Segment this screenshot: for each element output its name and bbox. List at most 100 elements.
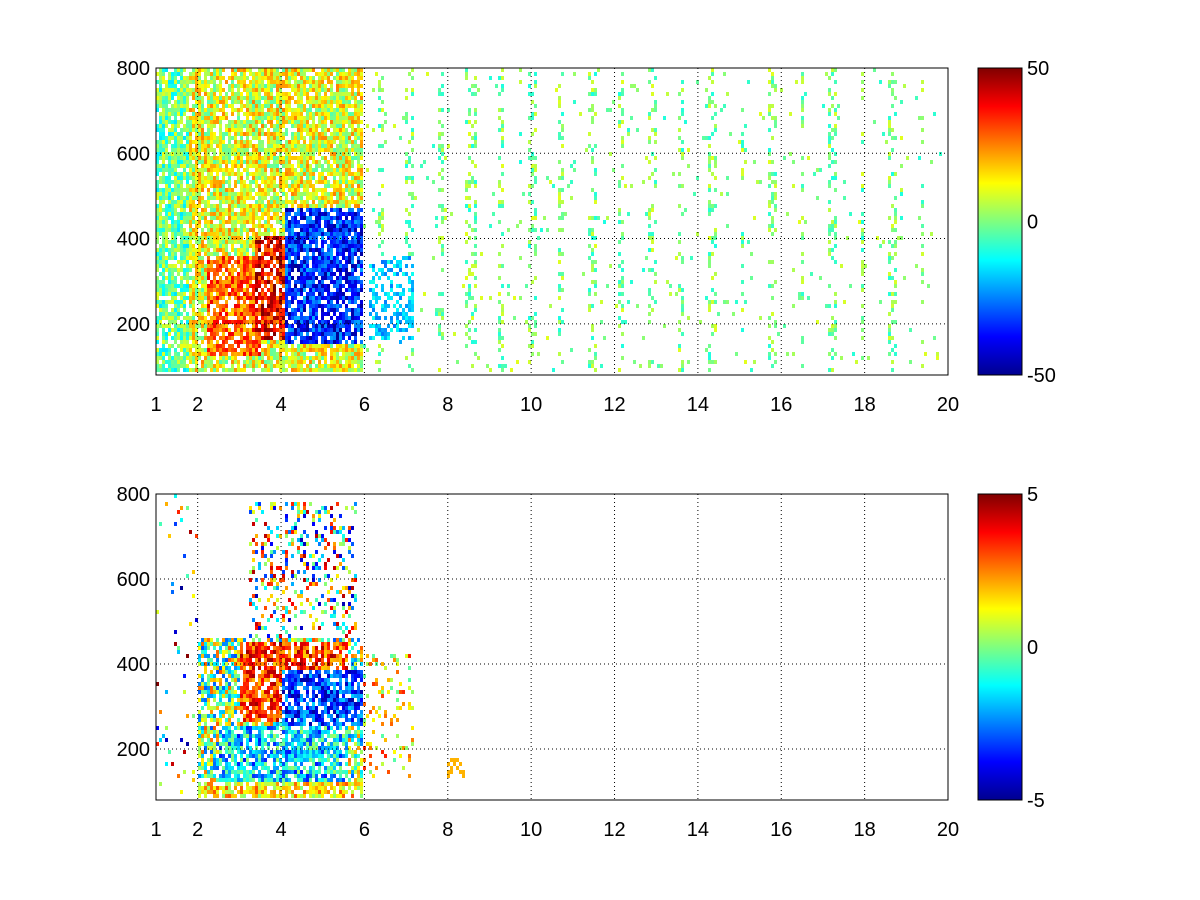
heatmap-cell bbox=[345, 244, 348, 248]
heatmap-cell bbox=[168, 72, 171, 76]
heatmap-cell bbox=[204, 244, 207, 248]
heatmap-cell bbox=[156, 328, 159, 332]
heatmap-cell bbox=[321, 336, 324, 340]
heatmap-cell bbox=[174, 280, 177, 284]
heatmap-cell bbox=[339, 72, 342, 76]
heatmap-cell bbox=[198, 132, 201, 136]
heatmap-cell bbox=[279, 268, 282, 272]
heatmap-cell bbox=[225, 156, 228, 160]
heatmap-cell bbox=[168, 364, 171, 368]
heatmap-cell bbox=[405, 112, 408, 116]
heatmap-cell bbox=[327, 260, 330, 264]
heatmap-cell bbox=[303, 244, 306, 248]
heatmap-cell bbox=[285, 272, 288, 276]
heatmap-cell bbox=[228, 188, 231, 192]
heatmap-cell bbox=[186, 332, 189, 336]
heatmap-cell bbox=[189, 192, 192, 196]
heatmap-cell bbox=[288, 72, 291, 76]
heatmap-cell bbox=[198, 352, 201, 356]
heatmap-cell bbox=[252, 84, 255, 88]
heatmap-cell bbox=[210, 148, 213, 152]
heatmap-cell bbox=[156, 208, 159, 212]
heatmap-cell bbox=[309, 108, 312, 112]
heatmap-cell bbox=[240, 324, 243, 328]
heatmap-cell bbox=[252, 176, 255, 180]
heatmap-cell bbox=[216, 316, 219, 320]
heatmap-cell bbox=[240, 216, 243, 220]
heatmap-cell bbox=[324, 224, 327, 228]
heatmap-cell bbox=[354, 352, 357, 356]
heatmap-cell bbox=[273, 152, 276, 156]
heatmap-cell bbox=[198, 200, 201, 204]
heatmap-cell bbox=[219, 328, 222, 332]
heatmap-cell bbox=[237, 284, 240, 288]
heatmap-cell bbox=[279, 292, 282, 296]
heatmap-cell bbox=[243, 328, 246, 332]
heatmap-cell bbox=[468, 172, 471, 176]
heatmap-cell bbox=[168, 80, 171, 84]
heatmap-cell bbox=[351, 228, 354, 232]
heatmap-cell bbox=[210, 176, 213, 180]
heatmap-cell bbox=[471, 272, 474, 276]
heatmap-cell bbox=[291, 192, 294, 196]
heatmap-cell bbox=[189, 88, 192, 92]
heatmap-cell bbox=[339, 68, 342, 72]
heatmap-cell bbox=[303, 204, 306, 208]
heatmap-cell bbox=[336, 248, 339, 252]
heatmap-cell bbox=[405, 176, 408, 180]
heatmap-cell bbox=[186, 212, 189, 216]
heatmap-cell bbox=[297, 68, 300, 72]
heatmap-cell bbox=[171, 256, 174, 260]
heatmap-cell bbox=[273, 100, 276, 104]
heatmap-cell bbox=[300, 112, 303, 116]
heatmap-cell bbox=[159, 292, 162, 296]
heatmap-cell bbox=[300, 124, 303, 128]
heatmap-cell bbox=[360, 240, 363, 244]
heatmap-cell bbox=[297, 172, 300, 176]
heatmap-cell bbox=[558, 272, 561, 276]
heatmap-cell bbox=[246, 208, 249, 212]
heatmap-cell bbox=[186, 348, 189, 352]
heatmap-cell bbox=[306, 164, 309, 168]
heatmap-cell bbox=[315, 108, 318, 112]
heatmap-cell bbox=[213, 168, 216, 172]
heatmap-cell bbox=[534, 320, 537, 324]
heatmap-cell bbox=[273, 184, 276, 188]
heatmap-cell bbox=[360, 68, 363, 72]
heatmap-cell bbox=[246, 152, 249, 156]
heatmap-cell bbox=[189, 292, 192, 296]
heatmap-cell bbox=[315, 96, 318, 100]
heatmap-cell bbox=[255, 128, 258, 132]
heatmap-cell bbox=[531, 172, 534, 176]
heatmap-cell bbox=[246, 320, 249, 324]
heatmap-cell bbox=[174, 312, 177, 316]
heatmap-cell bbox=[324, 128, 327, 132]
heatmap-cell bbox=[348, 288, 351, 292]
heatmap-cell bbox=[303, 180, 306, 184]
heatmap-cell bbox=[279, 348, 282, 352]
heatmap-cell bbox=[261, 112, 264, 116]
heatmap-cell bbox=[171, 316, 174, 320]
heatmap-cell bbox=[237, 316, 240, 320]
heatmap-cell bbox=[216, 288, 219, 292]
heatmap-cell bbox=[276, 76, 279, 80]
heatmap-cell bbox=[390, 268, 393, 272]
heatmap-cell bbox=[219, 292, 222, 296]
heatmap-cell bbox=[465, 184, 468, 188]
heatmap-cell bbox=[300, 280, 303, 284]
heatmap-cell bbox=[345, 104, 348, 108]
heatmap-cell bbox=[195, 248, 198, 252]
heatmap-cell bbox=[177, 344, 180, 348]
heatmap-cell bbox=[309, 168, 312, 172]
heatmap-cell bbox=[441, 176, 444, 180]
heatmap-cell bbox=[288, 288, 291, 292]
heatmap-cell bbox=[333, 180, 336, 184]
heatmap-cell bbox=[165, 124, 168, 128]
heatmap-cell bbox=[201, 288, 204, 292]
heatmap-cell bbox=[282, 264, 285, 268]
heatmap-cell bbox=[315, 356, 318, 360]
heatmap-cell bbox=[333, 128, 336, 132]
heatmap-cell bbox=[267, 280, 270, 284]
heatmap-cell bbox=[171, 204, 174, 208]
heatmap-cell bbox=[306, 216, 309, 220]
